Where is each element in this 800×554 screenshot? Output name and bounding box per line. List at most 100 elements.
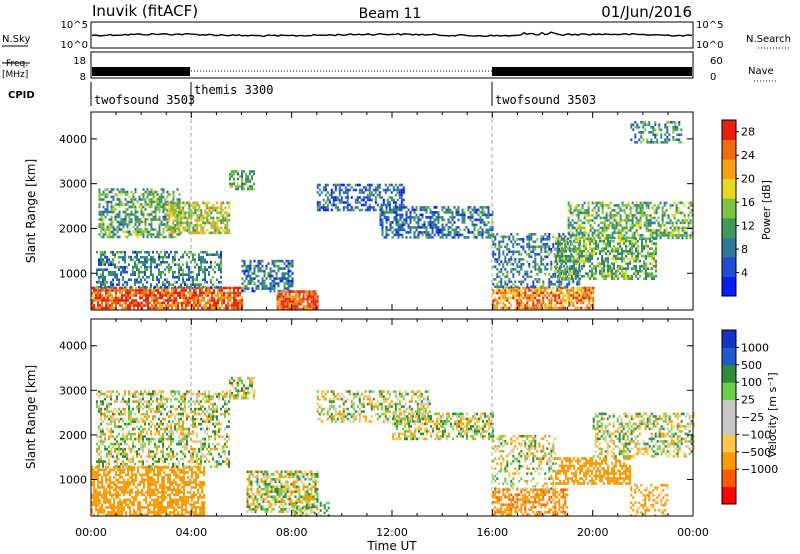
- data-cell: [627, 264, 629, 268]
- data-cell: [336, 208, 339, 212]
- data-cell: [235, 296, 237, 300]
- data-cell: [601, 269, 603, 273]
- data-cell: [191, 299, 193, 302]
- data-cell: [425, 208, 428, 212]
- data-cell: [97, 508, 99, 512]
- data-cell: [186, 253, 188, 256]
- data-cell: [241, 282, 244, 285]
- data-cell: [625, 219, 628, 222]
- data-cell: [640, 141, 643, 144]
- data-cell: [655, 229, 658, 232]
- data-cell: [546, 250, 549, 254]
- data-cell: [397, 223, 400, 227]
- data-cell: [593, 267, 595, 270]
- data-cell: [220, 280, 222, 284]
- data-cell: [105, 476, 107, 479]
- data-cell: [207, 289, 209, 292]
- data-cell: [447, 206, 450, 209]
- data-cell: [105, 488, 107, 492]
- data-cell: [249, 170, 251, 173]
- data-cell: [193, 294, 195, 297]
- data-cell: [166, 209, 169, 212]
- data-cell: [356, 198, 359, 202]
- data-cell: [611, 269, 613, 273]
- data-cell: [302, 290, 305, 293]
- data-cell: [671, 229, 674, 232]
- data-cell: [152, 278, 154, 281]
- data-cell: [637, 247, 639, 250]
- data-cell: [619, 214, 622, 217]
- data-cell: [577, 247, 579, 250]
- data-cell: [134, 278, 136, 281]
- data-cell: [109, 289, 111, 292]
- data-cell: [386, 201, 389, 204]
- data-cell: [569, 206, 572, 210]
- data-cell: [216, 226, 219, 230]
- data-cell: [144, 268, 146, 271]
- data-cell: [202, 226, 205, 230]
- data-cell: [110, 188, 113, 191]
- data-cell: [471, 208, 474, 212]
- data-cell: [494, 245, 497, 249]
- data-cell: [142, 210, 145, 214]
- data-cell: [639, 274, 641, 278]
- data-cell: [400, 206, 403, 209]
- data-cell: [142, 205, 145, 209]
- data-cell: [322, 198, 325, 202]
- data-cell: [524, 304, 527, 307]
- data-cell: [550, 291, 553, 295]
- data-cell: [601, 239, 603, 243]
- data-cell: [156, 278, 158, 281]
- data-cell: [216, 253, 218, 256]
- data-cell: [192, 283, 194, 286]
- data-cell: [342, 183, 345, 187]
- data-cell: [576, 280, 579, 284]
- data-cell: [239, 286, 241, 290]
- data-cell: [123, 301, 125, 305]
- data-cell: [607, 224, 610, 227]
- data-cell: [142, 198, 145, 201]
- data-cell: [685, 231, 688, 235]
- data-cell: [589, 259, 591, 263]
- data-cell: [107, 486, 109, 489]
- data-cell: [382, 198, 385, 202]
- data-cell: [99, 491, 101, 494]
- data-cell: [149, 306, 151, 310]
- data-cell: [643, 244, 645, 248]
- data-cell: [150, 193, 153, 196]
- data-cell: [158, 233, 161, 236]
- data-cell: [122, 230, 125, 234]
- data-cell: [160, 200, 163, 204]
- data-cell: [425, 206, 428, 209]
- data-cell: [203, 296, 205, 300]
- data-cell: [589, 237, 591, 240]
- data-cell: [528, 286, 531, 290]
- data-cell: [284, 302, 287, 306]
- data-cell: [399, 208, 402, 212]
- data-cell: [514, 296, 517, 300]
- data-cell: [241, 177, 243, 181]
- data-cell: [346, 183, 349, 187]
- data-cell: [555, 264, 557, 268]
- data-cell: [114, 273, 116, 276]
- data-cell: [496, 289, 499, 292]
- data-cell: [494, 306, 497, 310]
- data-cell: [263, 287, 266, 290]
- data-cell: [411, 208, 414, 212]
- data-cell: [204, 270, 206, 274]
- data-cell: [158, 230, 161, 234]
- data-cell: [689, 234, 692, 237]
- data-cell: [273, 262, 276, 265]
- data-cell: [368, 208, 371, 212]
- data-cell: [156, 208, 159, 211]
- data-cell: [144, 203, 147, 206]
- data-cell: [666, 141, 669, 144]
- data-cell: [528, 275, 531, 279]
- data-cell: [316, 203, 319, 207]
- data-cell: [106, 285, 108, 289]
- data-cell: [115, 296, 117, 300]
- data-cell: [97, 471, 99, 474]
- data-cell: [405, 236, 408, 239]
- data-cell: [342, 191, 345, 194]
- data-cell: [528, 233, 531, 236]
